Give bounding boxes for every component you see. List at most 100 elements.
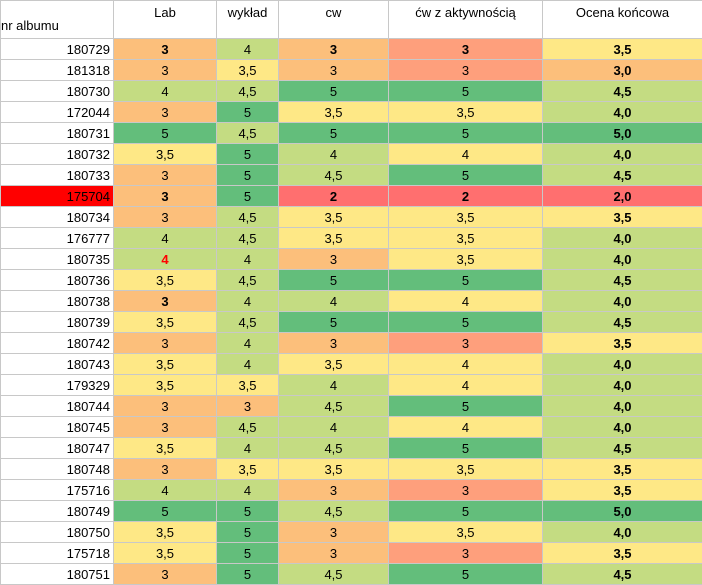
cell-lab[interactable]: 3 [114, 165, 217, 186]
cell-ocena-koncowa[interactable]: 3,5 [543, 207, 702, 228]
cell-nr-albumu[interactable]: 180734 [1, 207, 114, 228]
cell-ocena-koncowa[interactable]: 3,5 [543, 459, 702, 480]
cell-cw[interactable]: 4,5 [279, 564, 389, 585]
cell-wyklad[interactable]: 4,5 [217, 270, 279, 291]
cell-cw-z-aktywnoscia[interactable]: 3,5 [389, 459, 543, 480]
cell-cw[interactable]: 5 [279, 270, 389, 291]
cell-cw[interactable]: 3 [279, 480, 389, 501]
cell-wyklad[interactable]: 5 [217, 165, 279, 186]
cell-wyklad[interactable]: 4 [217, 438, 279, 459]
cell-ocena-koncowa[interactable]: 4,5 [543, 438, 702, 459]
cell-nr-albumu[interactable]: 176777 [1, 228, 114, 249]
cell-nr-albumu[interactable]: 180742 [1, 333, 114, 354]
cell-cw[interactable]: 3 [279, 39, 389, 60]
cell-ocena-koncowa[interactable]: 4,0 [543, 417, 702, 438]
cell-cw-z-aktywnoscia[interactable]: 3 [389, 543, 543, 564]
cell-nr-albumu[interactable]: 175718 [1, 543, 114, 564]
cell-lab[interactable]: 3,5 [114, 144, 217, 165]
cell-lab[interactable]: 3,5 [114, 354, 217, 375]
cell-nr-albumu[interactable]: 180736 [1, 270, 114, 291]
cell-cw[interactable]: 4,5 [279, 501, 389, 522]
cell-cw-z-aktywnoscia[interactable]: 5 [389, 270, 543, 291]
cell-cw-z-aktywnoscia[interactable]: 4 [389, 354, 543, 375]
cell-cw-z-aktywnoscia[interactable]: 3 [389, 39, 543, 60]
cell-cw-z-aktywnoscia[interactable]: 3 [389, 333, 543, 354]
cell-cw[interactable]: 3,5 [279, 102, 389, 123]
cell-wyklad[interactable]: 3,5 [217, 459, 279, 480]
cell-ocena-koncowa[interactable]: 3,5 [543, 333, 702, 354]
cell-lab[interactable]: 3,5 [114, 438, 217, 459]
cell-cw-z-aktywnoscia[interactable]: 3,5 [389, 249, 543, 270]
cell-ocena-koncowa[interactable]: 4,5 [543, 270, 702, 291]
cell-wyklad[interactable]: 4 [217, 249, 279, 270]
cell-wyklad[interactable]: 5 [217, 522, 279, 543]
cell-cw[interactable]: 3 [279, 249, 389, 270]
cell-cw[interactable]: 3,5 [279, 459, 389, 480]
cell-lab[interactable]: 5 [114, 123, 217, 144]
cell-lab[interactable]: 3,5 [114, 375, 217, 396]
cell-cw-z-aktywnoscia[interactable]: 3,5 [389, 522, 543, 543]
cell-ocena-koncowa[interactable]: 4,0 [543, 102, 702, 123]
cell-ocena-koncowa[interactable]: 3,0 [543, 60, 702, 81]
cell-lab[interactable]: 3,5 [114, 312, 217, 333]
cell-cw-z-aktywnoscia[interactable]: 5 [389, 81, 543, 102]
header-cw-z-aktywnoscia[interactable]: ćw z aktywnością [389, 1, 543, 39]
cell-nr-albumu[interactable]: 179329 [1, 375, 114, 396]
cell-ocena-koncowa[interactable]: 4,0 [543, 228, 702, 249]
cell-nr-albumu[interactable]: 180747 [1, 438, 114, 459]
cell-wyklad[interactable]: 4 [217, 39, 279, 60]
cell-cw-z-aktywnoscia[interactable]: 5 [389, 564, 543, 585]
cell-lab[interactable]: 3 [114, 39, 217, 60]
cell-ocena-koncowa[interactable]: 3,5 [543, 480, 702, 501]
cell-lab[interactable]: 3 [114, 291, 217, 312]
cell-cw-z-aktywnoscia[interactable]: 4 [389, 417, 543, 438]
cell-lab[interactable]: 4 [114, 480, 217, 501]
cell-cw-z-aktywnoscia[interactable]: 5 [389, 438, 543, 459]
cell-wyklad[interactable]: 5 [217, 501, 279, 522]
cell-wyklad[interactable]: 4 [217, 333, 279, 354]
cell-cw[interactable]: 3,5 [279, 207, 389, 228]
cell-wyklad[interactable]: 3,5 [217, 60, 279, 81]
cell-nr-albumu[interactable]: 180730 [1, 81, 114, 102]
cell-nr-albumu[interactable]: 175716 [1, 480, 114, 501]
cell-cw-z-aktywnoscia[interactable]: 3 [389, 480, 543, 501]
header-wyklad[interactable]: wykład [217, 1, 279, 39]
cell-cw[interactable]: 3 [279, 60, 389, 81]
cell-lab[interactable]: 3 [114, 60, 217, 81]
cell-lab[interactable]: 3 [114, 186, 217, 207]
cell-lab[interactable]: 3,5 [114, 543, 217, 564]
cell-cw[interactable]: 5 [279, 81, 389, 102]
cell-ocena-koncowa[interactable]: 4,0 [543, 249, 702, 270]
cell-ocena-koncowa[interactable]: 4,0 [543, 396, 702, 417]
cell-nr-albumu[interactable]: 175704 [1, 186, 114, 207]
cell-ocena-koncowa[interactable]: 4,5 [543, 564, 702, 585]
cell-wyklad[interactable]: 4,5 [217, 123, 279, 144]
cell-ocena-koncowa[interactable]: 4,5 [543, 312, 702, 333]
cell-lab[interactable]: 3 [114, 396, 217, 417]
cell-ocena-koncowa[interactable]: 4,5 [543, 165, 702, 186]
cell-cw[interactable]: 3 [279, 543, 389, 564]
cell-wyklad[interactable]: 5 [217, 564, 279, 585]
cell-cw[interactable]: 4 [279, 144, 389, 165]
cell-lab[interactable]: 4 [114, 249, 217, 270]
cell-ocena-koncowa[interactable]: 5,0 [543, 123, 702, 144]
cell-lab[interactable]: 3,5 [114, 270, 217, 291]
cell-cw-z-aktywnoscia[interactable]: 5 [389, 501, 543, 522]
cell-cw-z-aktywnoscia[interactable]: 5 [389, 396, 543, 417]
cell-wyklad[interactable]: 4,5 [217, 312, 279, 333]
cell-nr-albumu[interactable]: 180729 [1, 39, 114, 60]
cell-nr-albumu[interactable]: 180733 [1, 165, 114, 186]
cell-cw-z-aktywnoscia[interactable]: 3,5 [389, 228, 543, 249]
cell-cw[interactable]: 4 [279, 375, 389, 396]
cell-cw[interactable]: 3,5 [279, 354, 389, 375]
cell-ocena-koncowa[interactable]: 4,0 [543, 291, 702, 312]
cell-nr-albumu[interactable]: 180751 [1, 564, 114, 585]
cell-wyklad[interactable]: 4 [217, 354, 279, 375]
cell-cw[interactable]: 5 [279, 312, 389, 333]
cell-wyklad[interactable]: 5 [217, 144, 279, 165]
cell-cw-z-aktywnoscia[interactable]: 3,5 [389, 102, 543, 123]
cell-cw[interactable]: 4,5 [279, 165, 389, 186]
cell-wyklad[interactable]: 5 [217, 102, 279, 123]
cell-lab[interactable]: 5 [114, 501, 217, 522]
cell-wyklad[interactable]: 4,5 [217, 81, 279, 102]
